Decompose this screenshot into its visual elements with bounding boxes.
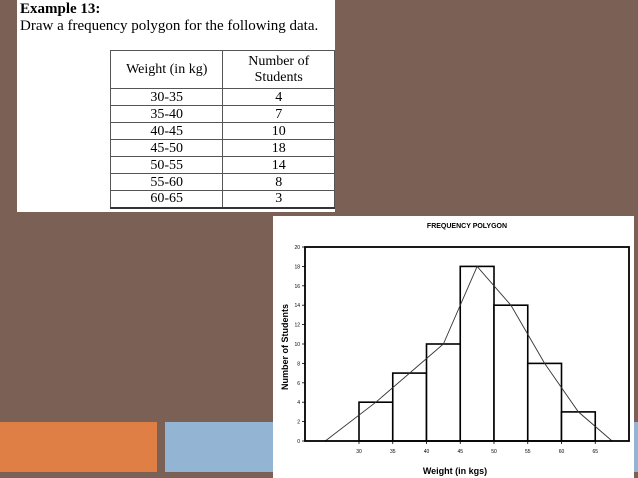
y-tick-label: 10 — [294, 342, 300, 348]
count-cell: 4 — [222, 88, 335, 106]
weight-cell: 35-40 — [109, 105, 224, 123]
table-row: 45-50 18 — [109, 139, 335, 157]
histogram-bar — [526, 362, 563, 442]
x-tick-label: 65 — [592, 449, 598, 455]
decorative-band-orange — [0, 422, 157, 472]
example-instruction: Draw a frequency polygon for the followi… — [20, 18, 319, 34]
y-axis-label: Number of Students — [280, 304, 290, 390]
histogram-bar — [358, 401, 394, 442]
weight-cell: 45-50 — [109, 139, 224, 157]
y-tick-label: 6 — [297, 381, 300, 387]
histogram-bar — [493, 304, 529, 442]
histogram-bar — [560, 411, 597, 442]
table-row: 40-45 10 — [109, 122, 335, 140]
weight-cell: 55-60 — [109, 173, 224, 191]
table-header-row: Weight (in kg) Number of Students — [109, 50, 335, 89]
x-tick-label: 45 — [457, 449, 463, 455]
weight-cell: 50-55 — [109, 156, 224, 174]
table-row: 60-65 3 — [109, 190, 335, 209]
frequency-polygon-chart: FREQUENCY POLYGON Number of Students Wei… — [280, 223, 630, 476]
y-tick-label: 16 — [294, 284, 300, 290]
count-cell: 7 — [222, 105, 335, 123]
count-cell: 10 — [222, 122, 335, 140]
example-panel: Example 13: Draw a frequency polygon for… — [17, 0, 335, 212]
x-tick-label: 55 — [525, 449, 531, 455]
y-tick-label: 2 — [297, 420, 300, 426]
weight-cell: 40-45 — [109, 122, 224, 140]
x-tick-label: 50 — [491, 449, 497, 455]
count-cell: 14 — [222, 156, 335, 174]
y-tick-label: 14 — [294, 303, 300, 309]
x-tick-label: 60 — [559, 449, 565, 455]
frequency-polygon-line — [324, 265, 613, 442]
y-tick-label: 18 — [294, 264, 300, 270]
count-cell: 8 — [222, 173, 335, 191]
header-students: Number of Students — [222, 50, 335, 89]
table-row: 35-40 7 — [109, 105, 335, 123]
table-row: 50-55 14 — [109, 156, 335, 174]
y-tick-label: 8 — [297, 361, 300, 367]
count-cell: 18 — [222, 139, 335, 157]
x-tick-label: 35 — [390, 449, 396, 455]
weight-cell: 60-65 — [109, 190, 224, 209]
header-weight: Weight (in kg) — [109, 50, 224, 89]
weight-cell: 30-35 — [109, 88, 224, 106]
histogram-bar — [391, 372, 428, 442]
x-tick-label: 30 — [356, 449, 362, 455]
histogram-bar — [425, 343, 462, 442]
y-tick-label: 4 — [297, 400, 300, 406]
y-tick-label: 0 — [297, 439, 300, 445]
table-row: 55-60 8 — [109, 173, 335, 191]
chart-title: FREQUENCY POLYGON — [427, 223, 507, 230]
x-tick-label: 40 — [424, 449, 430, 455]
count-cell: 3 — [222, 190, 335, 209]
table-row: 30-35 4 — [109, 88, 335, 106]
example-title: Example 13: — [20, 1, 101, 17]
frequency-table: Weight (in kg) Number of Students 30-35 … — [109, 50, 335, 209]
y-tick-label: 20 — [294, 245, 300, 251]
y-tick-label: 12 — [294, 323, 300, 329]
x-axis-label: Weight (in kgs) — [423, 466, 487, 476]
chart-panel: FREQUENCY POLYGON Number of Students Wei… — [273, 216, 634, 478]
